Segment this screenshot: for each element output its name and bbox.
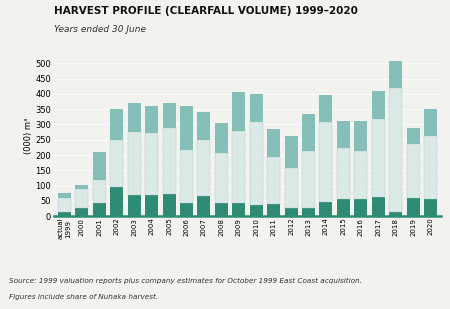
Bar (302, 114, 315, 151)
Bar (302, 208, 315, 216)
Bar (145, 196, 158, 216)
Bar (232, 131, 245, 203)
Bar (337, 148, 350, 199)
Bar (232, 92, 245, 131)
Bar (337, 199, 350, 216)
Bar (180, 150, 193, 203)
Bar (406, 144, 420, 198)
Bar (93, 180, 106, 203)
Bar (75, 189, 89, 208)
Bar (424, 109, 437, 136)
Text: Years ended 30 June: Years ended 30 June (54, 25, 146, 34)
Bar (389, 88, 402, 212)
Bar (58, 193, 71, 198)
Bar (250, 94, 263, 122)
Bar (424, 199, 437, 216)
Bar (424, 136, 437, 199)
Bar (215, 123, 228, 153)
Bar (320, 122, 333, 201)
Bar (128, 195, 141, 216)
Bar (250, 122, 263, 205)
Bar (162, 194, 176, 216)
Bar (128, 132, 141, 195)
Bar (267, 204, 280, 216)
Bar (215, 153, 228, 203)
Bar (180, 106, 193, 150)
Y-axis label: (000) m³: (000) m³ (23, 118, 32, 154)
Bar (198, 140, 211, 197)
Bar (198, 197, 211, 216)
Bar (93, 152, 106, 180)
Bar (110, 109, 123, 140)
Bar (75, 208, 89, 216)
Bar (337, 121, 350, 148)
Bar (215, 203, 228, 216)
Bar (180, 203, 193, 216)
Bar (75, 185, 89, 189)
Bar (162, 129, 176, 194)
Bar (145, 133, 158, 196)
Bar (58, 198, 71, 212)
Bar (302, 151, 315, 208)
Bar (250, 205, 263, 216)
Bar (320, 201, 333, 216)
Bar (58, 212, 71, 216)
Bar (110, 187, 123, 216)
Bar (354, 121, 367, 151)
Bar (389, 212, 402, 216)
Bar (128, 103, 141, 132)
Bar (354, 151, 367, 199)
Bar (372, 119, 385, 197)
Bar (320, 95, 333, 122)
Bar (267, 157, 280, 204)
Text: Source: 1999 valuation reports plus company estimates for October 1999 East Coas: Source: 1999 valuation reports plus comp… (9, 278, 362, 284)
Bar (162, 103, 176, 129)
Bar (267, 129, 280, 157)
Bar (406, 128, 420, 144)
Bar (354, 199, 367, 216)
Bar (110, 140, 123, 187)
Bar (406, 198, 420, 216)
Bar (389, 61, 402, 88)
Bar (284, 168, 297, 208)
Bar (93, 203, 106, 216)
Bar (232, 203, 245, 216)
Bar (372, 91, 385, 119)
Bar (372, 197, 385, 216)
Bar (284, 136, 297, 168)
Bar (145, 106, 158, 133)
Bar (198, 112, 211, 140)
Text: Figures include share of Nuhaka harvest.: Figures include share of Nuhaka harvest. (9, 294, 158, 300)
Bar (284, 208, 297, 216)
Text: HARVEST PROFILE (CLEARFALL VOLUME) 1999–2020: HARVEST PROFILE (CLEARFALL VOLUME) 1999–… (54, 6, 358, 16)
